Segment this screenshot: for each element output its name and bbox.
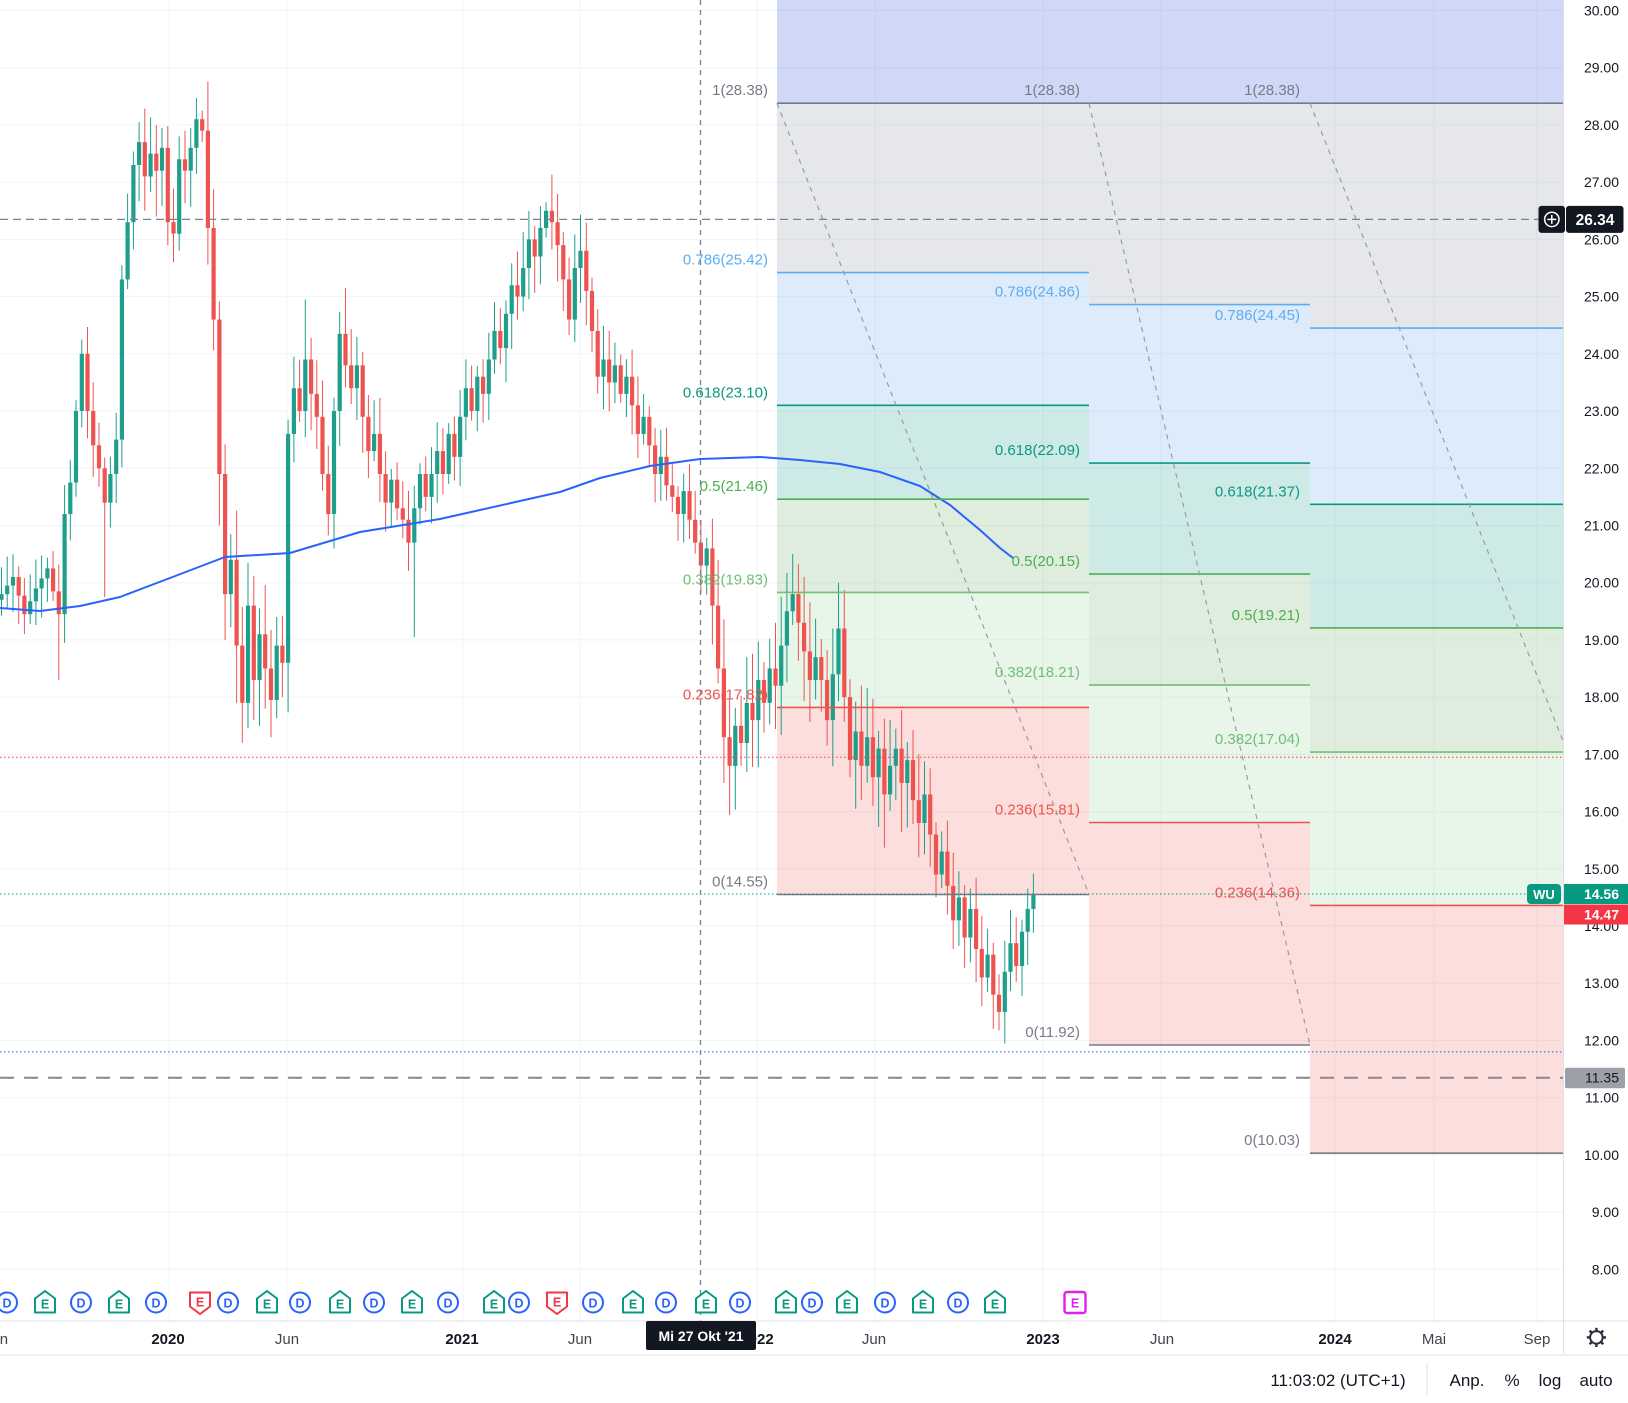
svg-text:Anp.: Anp. <box>1450 1371 1485 1390</box>
svg-text:15.00: 15.00 <box>1584 861 1619 877</box>
svg-text:E: E <box>629 1298 637 1312</box>
svg-text:E: E <box>115 1298 123 1312</box>
svg-text:25.00: 25.00 <box>1584 289 1619 305</box>
svg-text:E: E <box>919 1298 927 1312</box>
svg-text:D: D <box>76 1297 85 1311</box>
svg-text:Sep: Sep <box>1524 1331 1551 1348</box>
svg-text:WU: WU <box>1533 887 1555 902</box>
svg-text:Mai: Mai <box>1422 1331 1446 1348</box>
svg-text:8.00: 8.00 <box>1592 1261 1619 1277</box>
svg-text:2021: 2021 <box>445 1331 478 1348</box>
svg-text:Jun: Jun <box>0 1331 8 1348</box>
svg-text:29.00: 29.00 <box>1584 60 1619 76</box>
svg-text:auto: auto <box>1579 1371 1612 1390</box>
svg-text:19.00: 19.00 <box>1584 632 1619 648</box>
svg-text:D: D <box>2 1297 11 1311</box>
svg-text:E: E <box>263 1298 271 1312</box>
svg-text:D: D <box>807 1297 816 1311</box>
svg-text:0.236(15.81): 0.236(15.81) <box>995 802 1080 819</box>
svg-text:D: D <box>735 1297 744 1311</box>
svg-text:E: E <box>991 1298 999 1312</box>
svg-text:20.00: 20.00 <box>1584 575 1619 591</box>
svg-text:E: E <box>196 1296 204 1310</box>
svg-text:1(28.38): 1(28.38) <box>1244 82 1300 99</box>
svg-text:26.00: 26.00 <box>1584 231 1619 247</box>
svg-text:0.618(21.37): 0.618(21.37) <box>1215 483 1300 500</box>
svg-text:0.618(22.09): 0.618(22.09) <box>995 442 1080 459</box>
svg-text:D: D <box>369 1297 378 1311</box>
svg-text:D: D <box>514 1297 523 1311</box>
svg-text:%: % <box>1504 1371 1519 1390</box>
svg-text:0.382(19.83): 0.382(19.83) <box>683 571 768 588</box>
svg-text:26.34: 26.34 <box>1576 212 1615 229</box>
svg-text:2023: 2023 <box>1026 1331 1059 1348</box>
svg-text:0.382(17.04): 0.382(17.04) <box>1215 731 1300 748</box>
svg-text:1(28.38): 1(28.38) <box>1024 82 1080 99</box>
svg-text:E: E <box>702 1298 710 1312</box>
svg-text:D: D <box>661 1297 670 1311</box>
svg-text:10.00: 10.00 <box>1584 1147 1619 1163</box>
svg-text:27.00: 27.00 <box>1584 174 1619 190</box>
svg-text:14.47: 14.47 <box>1584 907 1619 923</box>
svg-text:Jun: Jun <box>862 1331 886 1348</box>
svg-text:11:03:02 (UTC+1): 11:03:02 (UTC+1) <box>1270 1371 1405 1390</box>
svg-text:0.786(24.45): 0.786(24.45) <box>1215 307 1300 324</box>
svg-text:E: E <box>553 1296 561 1310</box>
svg-text:0(14.55): 0(14.55) <box>712 874 768 891</box>
svg-text:E: E <box>782 1298 790 1312</box>
svg-text:E: E <box>41 1298 49 1312</box>
svg-text:D: D <box>953 1297 962 1311</box>
svg-text:D: D <box>443 1297 452 1311</box>
svg-text:log: log <box>1539 1371 1562 1390</box>
svg-text:1(28.38): 1(28.38) <box>712 82 768 99</box>
svg-text:Jun: Jun <box>275 1331 299 1348</box>
svg-text:Jun: Jun <box>568 1331 592 1348</box>
svg-text:0(10.03): 0(10.03) <box>1244 1132 1300 1149</box>
svg-text:0.786(25.42): 0.786(25.42) <box>683 252 768 269</box>
svg-text:11.00: 11.00 <box>1585 1090 1619 1106</box>
svg-text:0.5(21.46): 0.5(21.46) <box>700 478 768 495</box>
svg-text:D: D <box>295 1297 304 1311</box>
svg-text:0.382(18.21): 0.382(18.21) <box>995 664 1080 681</box>
svg-text:30.00: 30.00 <box>1584 3 1619 19</box>
svg-text:D: D <box>223 1297 232 1311</box>
svg-text:Jun: Jun <box>1150 1331 1174 1348</box>
svg-text:0.236(17.82): 0.236(17.82) <box>683 686 768 703</box>
svg-text:D: D <box>151 1297 160 1311</box>
svg-text:E: E <box>843 1298 851 1312</box>
svg-text:24.00: 24.00 <box>1584 346 1619 362</box>
svg-text:0.786(24.86): 0.786(24.86) <box>995 284 1080 301</box>
svg-text:11.35: 11.35 <box>1585 1070 1619 1086</box>
svg-text:28.00: 28.00 <box>1584 117 1619 133</box>
svg-text:23.00: 23.00 <box>1584 403 1619 419</box>
svg-text:2024: 2024 <box>1318 1331 1352 1348</box>
svg-text:E: E <box>408 1298 416 1312</box>
svg-text:0(11.92): 0(11.92) <box>1025 1024 1080 1041</box>
svg-text:D: D <box>880 1297 889 1311</box>
svg-text:21.00: 21.00 <box>1584 518 1619 534</box>
svg-text:9.00: 9.00 <box>1592 1204 1619 1220</box>
svg-text:0.5(20.15): 0.5(20.15) <box>1012 553 1080 570</box>
svg-text:E: E <box>1071 1297 1079 1311</box>
svg-text:0.618(23.10): 0.618(23.10) <box>683 384 768 401</box>
svg-text:Mi 27 Okt '21: Mi 27 Okt '21 <box>658 1328 743 1344</box>
svg-text:0.5(19.21): 0.5(19.21) <box>1232 607 1300 624</box>
svg-text:D: D <box>588 1297 597 1311</box>
svg-text:12.00: 12.00 <box>1584 1033 1619 1049</box>
svg-text:18.00: 18.00 <box>1584 689 1619 705</box>
svg-text:2020: 2020 <box>151 1331 184 1348</box>
svg-text:E: E <box>490 1298 498 1312</box>
svg-text:22.00: 22.00 <box>1584 460 1619 476</box>
svg-text:14.56: 14.56 <box>1584 886 1619 902</box>
svg-text:13.00: 13.00 <box>1584 975 1619 991</box>
svg-text:17.00: 17.00 <box>1584 746 1619 762</box>
svg-text:E: E <box>336 1298 344 1312</box>
svg-text:0.236(14.36): 0.236(14.36) <box>1215 884 1300 901</box>
svg-text:16.00: 16.00 <box>1584 804 1619 820</box>
